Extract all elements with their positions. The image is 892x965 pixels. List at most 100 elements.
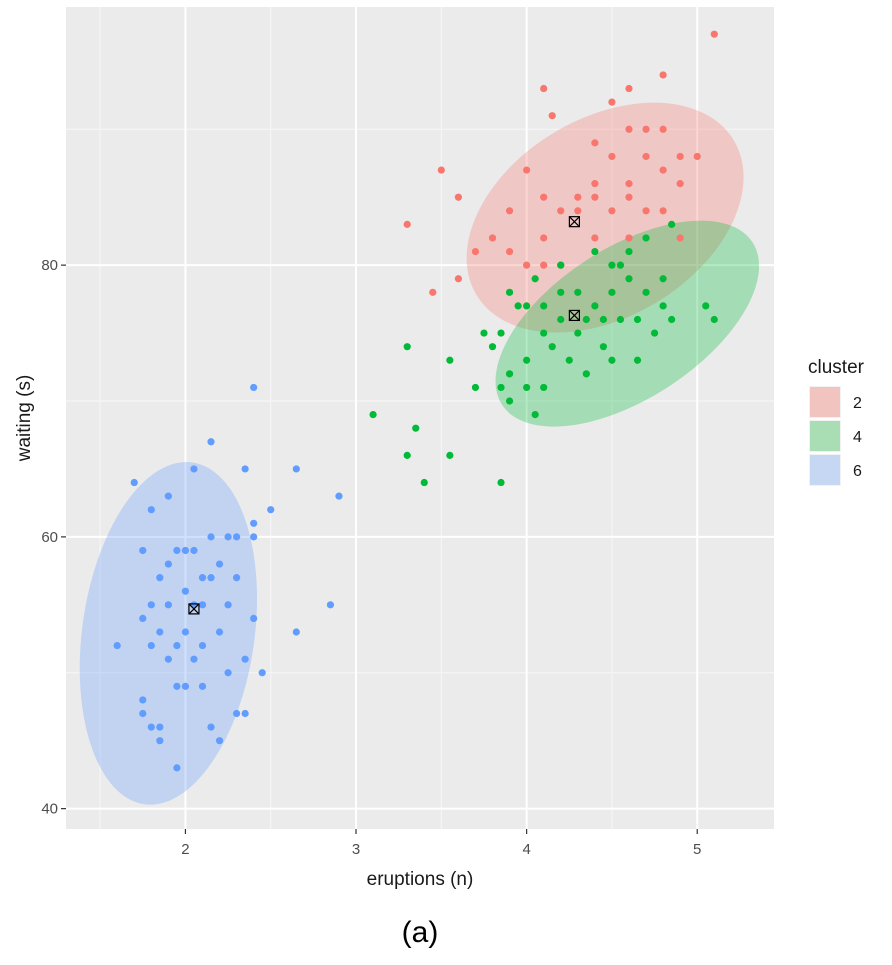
point-cluster-2 <box>625 193 633 201</box>
point-cluster-6 <box>139 614 147 623</box>
point-cluster-6 <box>335 492 343 500</box>
point-cluster-6 <box>130 478 138 487</box>
point-cluster-2 <box>676 180 684 188</box>
point-cluster-6 <box>173 641 181 650</box>
point-cluster-6 <box>267 506 275 514</box>
point-cluster-2 <box>625 84 633 93</box>
plot-panel <box>66 7 774 829</box>
point-cluster-4 <box>488 343 497 351</box>
point-cluster-2 <box>676 152 684 161</box>
point-cluster-4 <box>650 329 659 337</box>
point-cluster-4 <box>616 315 625 324</box>
point-cluster-4 <box>608 356 616 364</box>
point-cluster-4 <box>523 302 531 310</box>
cluster-ellipses <box>79 102 760 805</box>
point-cluster-4 <box>540 302 548 310</box>
x-tick-label: 4 <box>522 841 530 858</box>
point-cluster-6 <box>224 533 232 541</box>
legend-title: cluster <box>808 357 865 378</box>
point-cluster-2 <box>403 220 411 228</box>
point-cluster-4 <box>369 411 377 419</box>
grid-major <box>66 7 774 829</box>
point-cluster-4 <box>608 261 616 269</box>
point-cluster-2 <box>454 193 462 201</box>
point-cluster-2 <box>591 139 599 147</box>
point-cluster-4 <box>471 383 480 392</box>
point-cluster-6 <box>250 614 258 623</box>
point-cluster-2 <box>676 234 684 242</box>
point-cluster-4 <box>574 288 582 296</box>
point-cluster-4 <box>591 302 599 310</box>
point-cluster-6 <box>207 533 215 541</box>
point-cluster-4 <box>625 247 633 256</box>
centroid-markers <box>188 216 580 615</box>
point-cluster-2 <box>540 234 548 242</box>
point-cluster-4 <box>599 343 607 351</box>
point-cluster-4 <box>582 315 590 324</box>
point-cluster-6 <box>241 709 249 718</box>
point-cluster-6 <box>164 601 172 609</box>
point-cluster-4 <box>446 356 454 364</box>
point-cluster-6 <box>181 546 190 555</box>
point-cluster-2 <box>693 152 701 161</box>
point-cluster-6 <box>250 519 258 527</box>
point-cluster-2 <box>625 125 633 133</box>
x-axis-ticks: 2 3 4 5 <box>181 829 701 858</box>
legend-label: 2 <box>853 395 862 412</box>
ellipse-cluster-4 <box>495 220 760 427</box>
point-cluster-6 <box>224 669 232 677</box>
point-cluster-6 <box>164 560 172 568</box>
point-cluster-6 <box>147 641 155 650</box>
point-cluster-6 <box>181 682 190 690</box>
point-cluster-4 <box>608 288 616 296</box>
point-cluster-6 <box>147 723 155 731</box>
y-tick-label: 60 <box>41 529 58 546</box>
y-axis-title: waiting (s) <box>14 375 35 463</box>
point-cluster-6 <box>198 682 207 690</box>
point-cluster-4 <box>420 478 428 487</box>
point-cluster-2 <box>608 207 616 215</box>
legend-swatch <box>810 387 840 417</box>
point-cluster-6 <box>113 641 121 650</box>
point-cluster-6 <box>215 560 224 568</box>
point-cluster-6 <box>139 546 147 555</box>
point-cluster-6 <box>258 669 266 677</box>
point-cluster-6 <box>147 506 155 514</box>
point-cluster-2 <box>523 166 531 174</box>
legend-swatch <box>810 455 840 485</box>
grid-minor <box>66 7 774 829</box>
point-cluster-2 <box>608 152 616 161</box>
point-cluster-2 <box>659 207 667 215</box>
point-cluster-4 <box>659 302 667 310</box>
point-cluster-2 <box>454 275 462 283</box>
point-cluster-6 <box>233 574 241 582</box>
point-cluster-6 <box>190 465 198 473</box>
point-cluster-2 <box>505 247 514 256</box>
point-cluster-2 <box>659 125 667 133</box>
y-tick-label: 80 <box>41 257 58 274</box>
point-cluster-2 <box>608 98 616 106</box>
point-cluster-6 <box>164 492 172 500</box>
point-cluster-6 <box>215 628 224 636</box>
point-cluster-6 <box>292 628 300 636</box>
legend-items: 2 4 6 <box>809 386 862 486</box>
x-tick-label: 2 <box>181 841 189 858</box>
point-cluster-2 <box>488 234 497 242</box>
point-cluster-2 <box>591 234 599 242</box>
point-cluster-4 <box>668 220 676 228</box>
point-cluster-4 <box>523 356 531 364</box>
point-cluster-4 <box>642 288 650 296</box>
point-cluster-2 <box>557 207 565 215</box>
point-cluster-4 <box>531 275 539 283</box>
point-cluster-2 <box>548 112 556 120</box>
point-cluster-4 <box>540 329 548 337</box>
point-cluster-4 <box>403 343 411 351</box>
point-cluster-4 <box>710 315 718 324</box>
point-cluster-4 <box>523 383 531 392</box>
ellipse-cluster-2 <box>466 102 744 333</box>
point-cluster-6 <box>207 574 215 582</box>
centroid-cluster-6 <box>188 603 200 615</box>
legend-swatch <box>810 421 840 451</box>
point-cluster-4 <box>616 261 625 269</box>
